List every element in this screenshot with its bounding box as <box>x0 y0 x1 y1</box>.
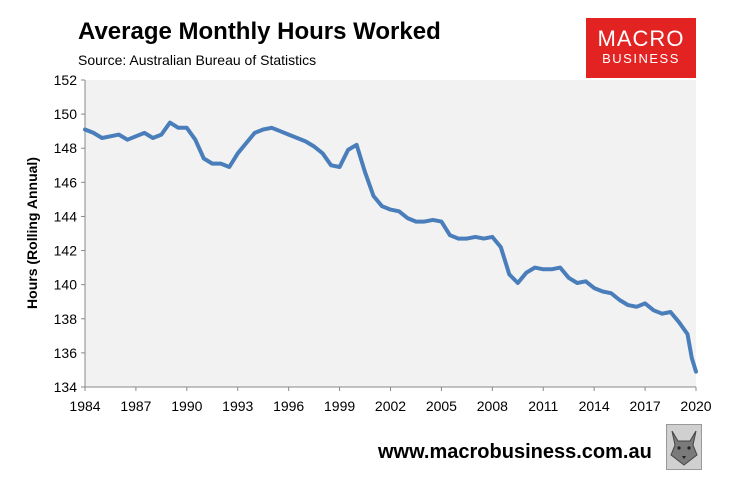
y-tick-label: 142 <box>54 243 78 259</box>
x-tick-label: 2002 <box>375 398 406 414</box>
x-tick-label: 2011 <box>528 398 558 414</box>
y-axis-label: Hours (Rolling Annual) <box>24 157 40 309</box>
x-tick-label: 2014 <box>579 398 610 414</box>
x-tick-label: 1984 <box>69 398 100 414</box>
chart-title: Average Monthly Hours Worked <box>78 18 441 45</box>
logo-line-macro: MACRO <box>597 26 685 51</box>
macrobusiness-logo: MACRO BUSINESS <box>586 18 696 78</box>
x-tick-label: 1999 <box>324 398 355 414</box>
x-tick-label: 2008 <box>477 398 508 414</box>
y-tick-label: 146 <box>54 174 78 190</box>
chart-subtitle: Source: Australian Bureau of Statistics <box>78 52 317 68</box>
y-tick-label: 134 <box>54 379 78 395</box>
x-tick-label: 1990 <box>171 398 202 414</box>
y-axis-ticks: 134 136 138 140 142 144 146 148 150 152 <box>54 72 85 395</box>
x-tick-label: 1993 <box>222 398 253 414</box>
series-line <box>83 120 698 374</box>
x-tick-label: 1987 <box>120 398 151 414</box>
y-tick-label: 144 <box>54 208 78 224</box>
y-tick-label: 136 <box>54 345 78 361</box>
y-tick-label: 150 <box>54 106 78 122</box>
x-tick-label: 2005 <box>426 398 457 414</box>
y-tick-label: 148 <box>54 140 78 156</box>
x-tick-label: 1996 <box>273 398 304 414</box>
wolf-icon <box>666 424 702 470</box>
logo-line-business: BUSINESS <box>602 51 680 66</box>
x-tick-label: 2020 <box>680 398 711 414</box>
x-axis-ticks: 1984 1987 1990 1993 1996 1999 2002 2005 2008 2011… <box>69 387 712 414</box>
footer-url: www.macrobusiness.com.au <box>378 441 652 463</box>
y-tick-label: 152 <box>54 72 78 88</box>
y-tick-label: 140 <box>54 277 78 293</box>
x-tick-label: 2017 <box>630 398 661 414</box>
y-tick-label: 138 <box>54 311 78 327</box>
